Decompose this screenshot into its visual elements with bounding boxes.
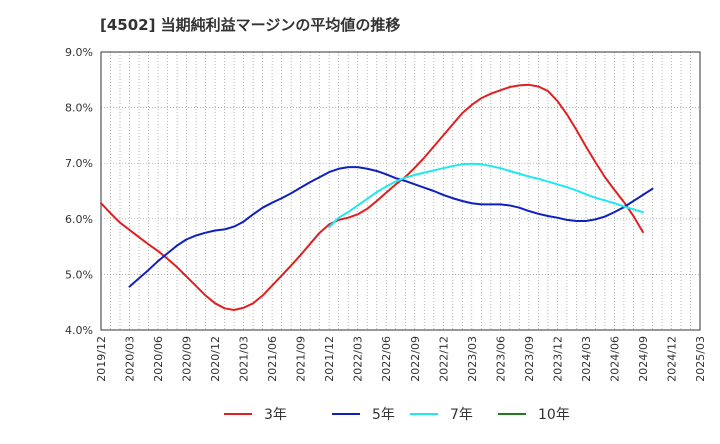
y-tick-label: 4.0%	[65, 324, 93, 337]
x-tick-label: 2024/12	[665, 336, 678, 382]
x-tick-label: 2024/09	[637, 336, 650, 382]
legend-label-1: 3年	[264, 407, 287, 423]
x-tick-label: 2019/12	[95, 336, 108, 382]
y-tick-label: 5.0%	[65, 268, 93, 281]
x-tick-label: 2020/09	[181, 336, 194, 382]
legend-label-2: 5年	[372, 407, 395, 423]
x-tick-label: 2021/12	[323, 336, 336, 382]
y-tick-label: 6.0%	[65, 213, 93, 226]
x-tick-label: 2021/06	[266, 336, 279, 382]
x-tick-label: 2021/03	[238, 336, 251, 382]
legend-label-3: 7年	[450, 407, 473, 423]
x-tick-label: 2023/09	[523, 336, 536, 382]
x-tick-label: 2024/03	[580, 336, 593, 382]
y-tick-label: 8.0%	[65, 102, 93, 115]
x-tick-label: 2023/03	[466, 336, 479, 382]
series-line-3	[328, 162, 644, 229]
x-tick-label: 2021/09	[295, 336, 308, 382]
series-line-1	[100, 83, 644, 311]
x-tick-label: 2022/12	[437, 336, 450, 382]
x-tick-label: 2023/12	[551, 336, 564, 382]
x-tick-label: 2020/12	[209, 336, 222, 382]
x-tick-label: 2022/03	[352, 336, 365, 382]
y-tick-label: 7.0%	[65, 157, 93, 170]
y-tick-label: 9.0%	[65, 46, 93, 59]
series-line-2	[128, 166, 654, 288]
plot-area	[101, 52, 700, 330]
legend-label-4: 10年	[538, 407, 570, 423]
x-tick-label: 2022/06	[380, 336, 393, 382]
x-tick-label: 2020/06	[152, 336, 165, 382]
x-tick-label: 2023/06	[494, 336, 507, 382]
plot-frame	[100, 51, 701, 331]
x-tick-label: 2024/06	[608, 336, 621, 382]
x-tick-label: 2020/03	[124, 336, 137, 382]
x-tick-label: 2022/09	[409, 336, 422, 382]
x-tick-label: 2025/03	[694, 336, 707, 382]
chart-title: [4502] 当期純利益マージンの平均値の推移	[100, 16, 401, 34]
